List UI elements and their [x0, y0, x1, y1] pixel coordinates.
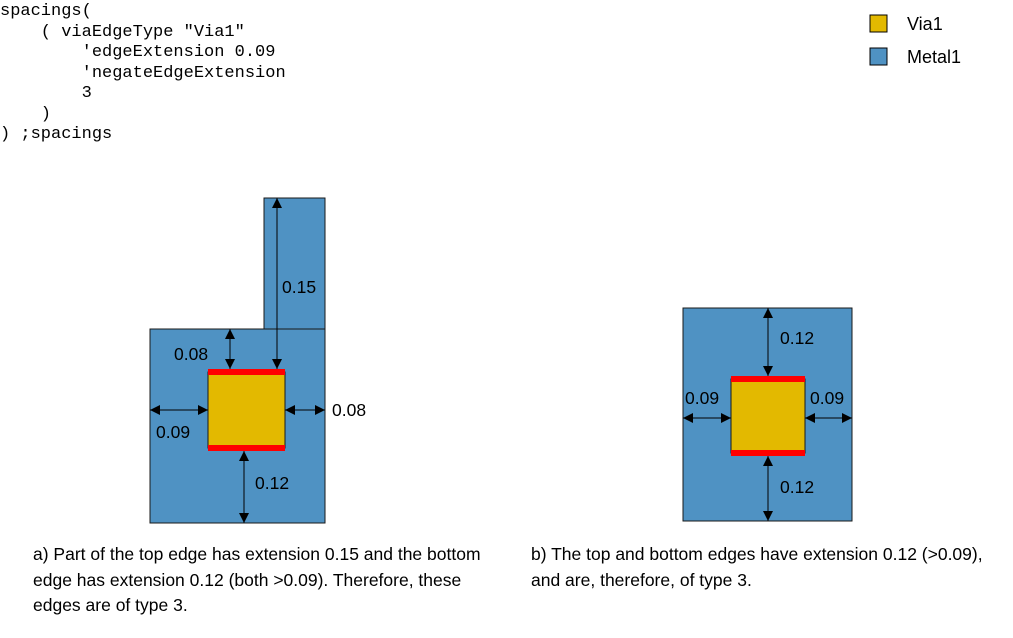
figure-b: 0.12 0.09 0.09 0.12 — [682, 307, 853, 522]
legend-label-metal1: Metal1 — [907, 47, 961, 67]
figure-b-bottom-edge — [731, 450, 805, 456]
figure-a-label-top-short: 0.08 — [174, 344, 208, 364]
legend: Via1 Metal1 — [869, 14, 961, 67]
figure-a-caption: a) Part of the top edge has extension 0.… — [33, 544, 481, 615]
legend-label-via1: Via1 — [907, 14, 943, 34]
figure-b-label-bottom: 0.12 — [780, 477, 814, 497]
legend-swatch-metal1 — [869, 47, 888, 66]
figure-b-label-left: 0.09 — [685, 388, 719, 408]
figure-b-label-right: 0.09 — [810, 388, 844, 408]
figure-b-top-edge — [731, 376, 805, 382]
figure-a-top-edge — [208, 369, 285, 375]
figure-a-label-left: 0.09 — [156, 422, 190, 442]
code-block: spacings( ( viaEdgeType "Via1" 'edgeExte… — [0, 2, 286, 144]
figure-a-label-bottom: 0.12 — [255, 473, 289, 493]
figure-a: 0.15 0.08 0.08 0.09 0.12 — [149, 197, 366, 524]
figure-b-via1 — [730, 378, 806, 454]
legend-swatch-via1 — [869, 14, 888, 33]
figure-b-caption: b) The top and bottom edges have extensi… — [531, 544, 983, 590]
figure-a-label-right: 0.08 — [332, 400, 366, 420]
figure-b-label-top: 0.12 — [780, 328, 814, 348]
figure-a-bottom-edge — [208, 445, 285, 451]
figure-a-label-top-ext: 0.15 — [282, 277, 316, 297]
figure-a-via1 — [207, 371, 286, 449]
